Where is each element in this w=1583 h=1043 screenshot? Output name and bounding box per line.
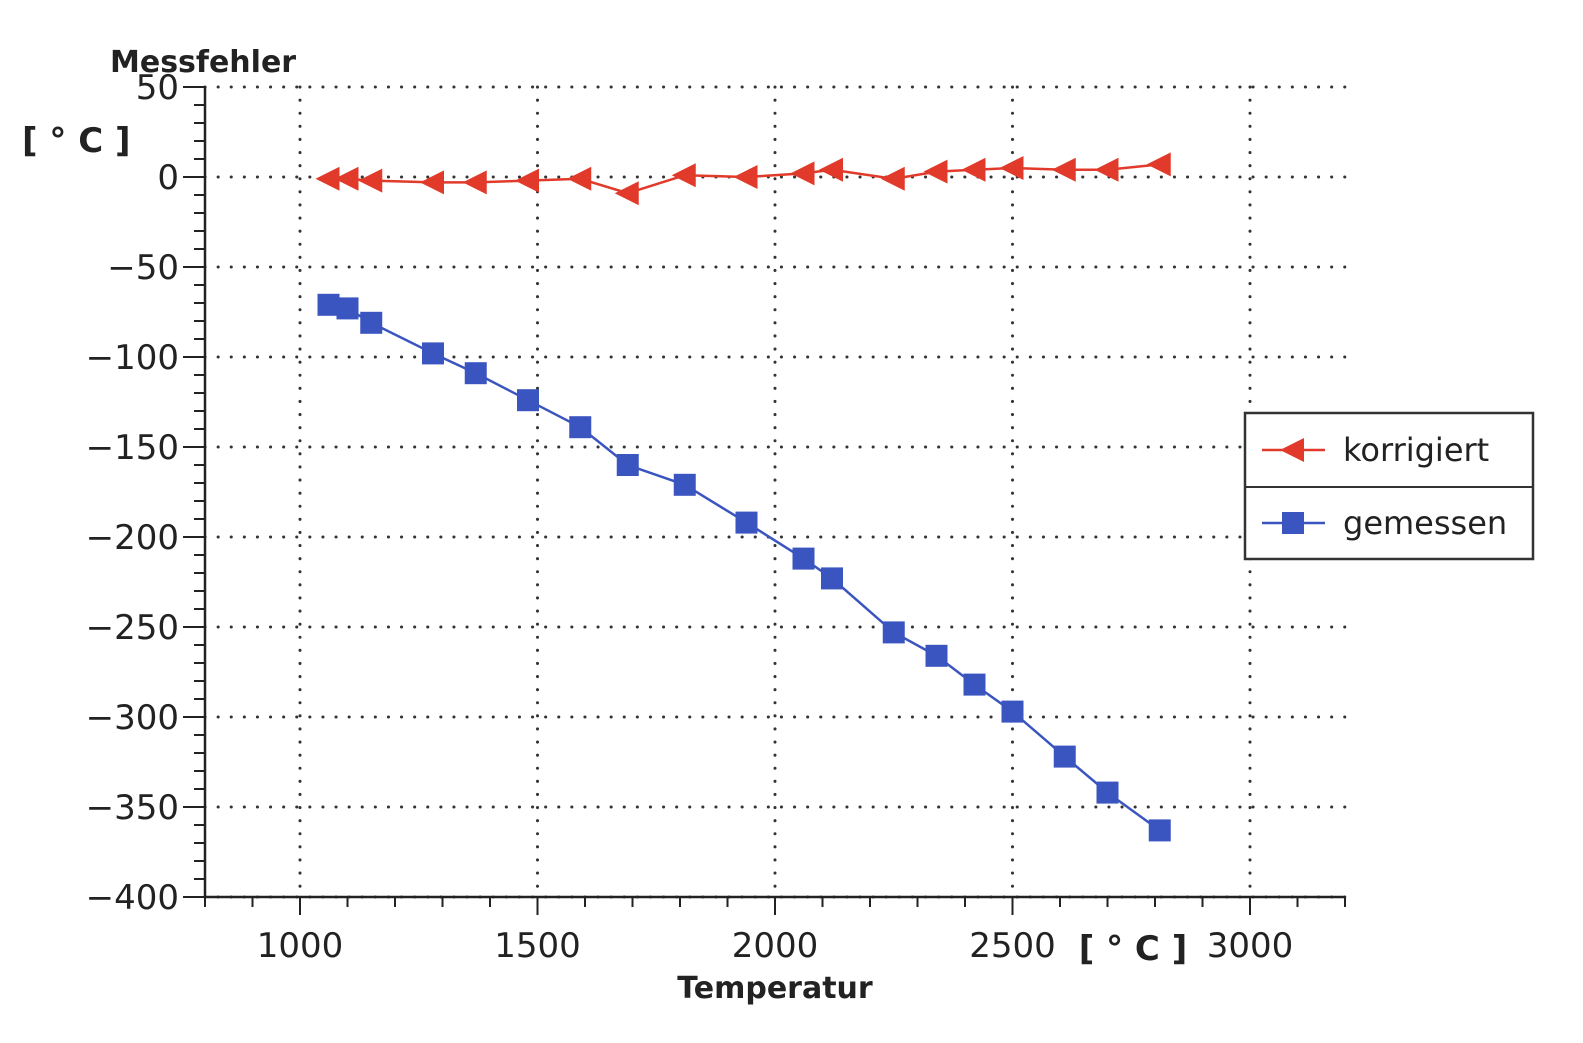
x-axis-unit: [ ° C ]	[1079, 929, 1188, 969]
data-point-korrigiert	[733, 165, 758, 189]
data-point-gemessen	[821, 567, 843, 590]
data-point-gemessen	[1001, 700, 1024, 723]
data-point-gemessen	[735, 511, 758, 534]
data-point-korrigiert	[961, 157, 986, 182]
y-tick-label: −100	[86, 338, 179, 378]
data-point-korrigiert	[790, 161, 815, 186]
x-axis-title: Temperatur	[677, 971, 873, 1006]
series-gemessen	[317, 293, 1171, 842]
data-point-korrigiert	[671, 163, 696, 188]
data-point-korrigiert	[1051, 157, 1076, 182]
grid	[203, 85, 1347, 899]
legend-label-gemessen: gemessen	[1343, 504, 1507, 542]
data-point-korrigiert	[819, 157, 843, 182]
x-axis-ticks: 1000 1500 2000 2500 3000	[204, 897, 1346, 966]
y-tick-label: −300	[86, 698, 179, 738]
data-point-gemessen	[1148, 819, 1171, 842]
x-tick-label: 2000	[732, 926, 819, 966]
data-point-gemessen	[517, 389, 539, 412]
y-tick-label: 0	[157, 158, 179, 198]
legend-entry-gemessen: gemessen	[1262, 504, 1507, 542]
data-point-korrigiert	[515, 168, 539, 193]
data-point-gemessen	[925, 644, 948, 667]
data-point-gemessen	[464, 362, 487, 385]
data-point-korrigiert	[1146, 152, 1171, 177]
data-point-gemessen	[616, 454, 639, 476]
y-axis-unit: [ ° C ]	[22, 121, 131, 161]
legend-label-korrigiert: korrigiert	[1343, 431, 1489, 469]
x-tick-label: 1500	[494, 926, 581, 966]
series-layer	[315, 152, 1171, 842]
data-point-gemessen	[963, 673, 986, 696]
data-point-korrigiert	[420, 170, 444, 195]
data-point-korrigiert	[999, 156, 1024, 180]
legend: korrigiert gemessen	[1243, 411, 1535, 561]
data-point-gemessen	[882, 621, 905, 644]
data-point-gemessen	[336, 297, 359, 320]
data-point-gemessen	[569, 416, 592, 439]
data-point-gemessen	[673, 473, 696, 496]
y-tick-label: −250	[86, 608, 179, 648]
y-axis-title: Messfehler	[110, 45, 296, 80]
data-point-gemessen	[317, 293, 340, 316]
y-tick-label: −150	[86, 428, 179, 468]
y-tick-label: −400	[86, 878, 179, 918]
series-line-gemessen	[328, 303, 1161, 832]
y-axis-ticks: 50 0 −50 −100 −150 −200 −250 −300 −350 −400	[86, 68, 205, 918]
data-point-korrigiert	[358, 168, 383, 193]
data-point-gemessen	[1096, 781, 1119, 804]
data-point-korrigiert	[923, 159, 948, 184]
data-point-gemessen	[422, 342, 444, 365]
data-point-korrigiert	[315, 166, 340, 191]
x-tick-label: 3000	[1207, 926, 1294, 966]
series-korrigiert	[315, 152, 1171, 206]
data-point-korrigiert	[334, 166, 359, 191]
data-point-gemessen	[360, 311, 383, 334]
x-tick-label: 2500	[969, 926, 1056, 966]
x-tick-label: 1000	[257, 926, 344, 966]
y-tick-label: −200	[86, 518, 179, 558]
data-point-gemessen	[1053, 745, 1076, 768]
legend-marker-korrigiert	[1280, 438, 1304, 462]
y-tick-label: −50	[107, 248, 179, 288]
data-point-korrigiert	[880, 166, 905, 191]
data-point-korrigiert	[1094, 157, 1119, 182]
data-point-korrigiert	[614, 181, 639, 206]
legend-entry-korrigiert: korrigiert	[1262, 431, 1489, 469]
data-point-gemessen	[792, 547, 815, 570]
data-point-korrigiert	[567, 166, 592, 191]
y-tick-label: −350	[86, 788, 179, 828]
legend-marker-gemessen	[1282, 512, 1304, 534]
data-point-korrigiert	[462, 170, 487, 195]
y-tick-label: 50	[136, 68, 179, 108]
